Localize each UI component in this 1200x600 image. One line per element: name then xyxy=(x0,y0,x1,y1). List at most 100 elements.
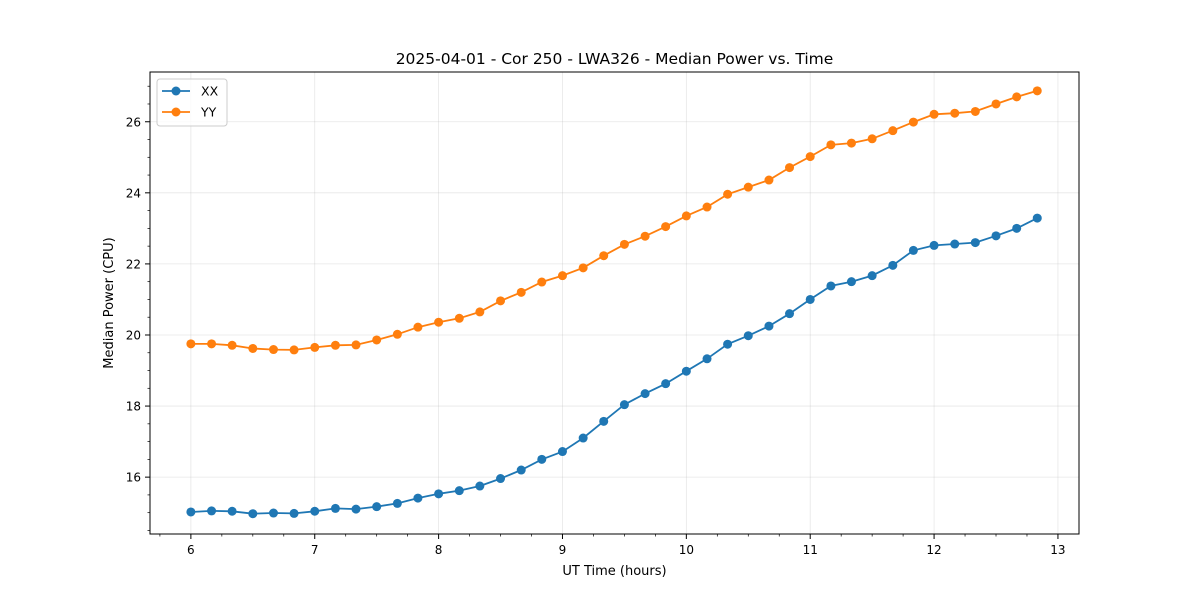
data-point-yy xyxy=(640,231,650,241)
data-point-yy xyxy=(805,152,815,162)
data-point-xx xyxy=(310,506,320,516)
data-point-xx xyxy=(289,508,299,518)
data-point-yy xyxy=(578,263,588,273)
y-axis-label: Median Power (CPU) xyxy=(102,237,117,368)
data-point-xx xyxy=(743,331,753,341)
data-point-xx xyxy=(454,486,464,496)
data-point-yy xyxy=(475,307,485,317)
data-point-xx xyxy=(867,271,877,281)
data-point-xx xyxy=(392,498,402,508)
data-point-xx xyxy=(723,339,733,349)
data-point-xx xyxy=(599,416,609,426)
data-point-yy xyxy=(392,329,402,339)
data-point-yy xyxy=(908,117,918,127)
data-point-xx xyxy=(970,238,980,248)
x-tick-label: 9 xyxy=(559,543,567,557)
data-point-xx xyxy=(413,493,423,503)
data-point-xx xyxy=(661,379,671,389)
data-point-xx xyxy=(248,509,258,519)
data-point-yy xyxy=(248,343,258,353)
data-point-yy xyxy=(599,251,609,261)
y-tick-label: 22 xyxy=(126,257,141,271)
data-point-xx xyxy=(991,231,1001,241)
x-tick-label: 10 xyxy=(679,543,694,557)
data-point-xx xyxy=(475,481,485,491)
data-point-xx xyxy=(929,240,939,250)
plot-frame xyxy=(149,71,1080,535)
data-point-xx xyxy=(888,260,898,270)
data-point-yy xyxy=(330,340,340,350)
x-tick-label: 6 xyxy=(187,543,195,557)
data-point-yy xyxy=(661,222,671,232)
data-point-xx xyxy=(330,503,340,513)
data-point-yy xyxy=(764,175,774,185)
data-point-xx xyxy=(1032,213,1042,223)
data-point-xx xyxy=(557,447,567,457)
legend-marker-xx xyxy=(171,86,181,96)
data-point-xx xyxy=(785,309,795,319)
legend-label-xx: XX xyxy=(201,84,219,99)
y-tick-label: 18 xyxy=(126,400,141,414)
data-point-yy xyxy=(970,106,980,116)
data-point-yy xyxy=(929,109,939,119)
data-point-yy xyxy=(268,345,278,355)
data-point-xx xyxy=(640,389,650,399)
data-point-yy xyxy=(1012,92,1022,102)
data-point-yy xyxy=(537,277,547,287)
data-point-yy xyxy=(950,108,960,118)
y-tick-label: 20 xyxy=(126,328,141,342)
data-point-yy xyxy=(1032,86,1042,96)
data-point-yy xyxy=(888,126,898,136)
data-point-xx xyxy=(1012,223,1022,233)
grid-layer xyxy=(150,72,1079,534)
data-point-yy xyxy=(826,140,836,150)
series-line-xx xyxy=(190,217,1038,515)
x-axis-label: UT Time (hours) xyxy=(562,564,666,579)
data-point-xx xyxy=(186,507,196,517)
data-point-xx xyxy=(537,454,547,464)
data-point-xx xyxy=(207,506,217,516)
data-point-yy xyxy=(434,317,444,327)
data-point-xx xyxy=(351,504,361,514)
x-tick-label: 13 xyxy=(1050,543,1065,557)
data-point-xx xyxy=(516,465,526,475)
data-point-xx xyxy=(846,277,856,287)
legend-label-yy: YY xyxy=(200,105,217,120)
data-point-yy xyxy=(557,271,567,281)
data-point-xx xyxy=(619,400,629,410)
data-point-yy xyxy=(846,138,856,148)
data-point-xx xyxy=(578,433,588,443)
x-tick-label: 12 xyxy=(926,543,941,557)
legend-marker-yy xyxy=(171,107,181,117)
data-point-yy xyxy=(372,335,382,345)
tick-layer: 6 7 8 9 10 11 12 13 16 18 20 22 24 26 xyxy=(126,85,1066,557)
x-tick-label: 11 xyxy=(803,543,818,557)
data-point-xx xyxy=(805,294,815,304)
data-point-yy xyxy=(496,296,506,306)
data-point-xx xyxy=(764,321,774,331)
data-point-yy xyxy=(186,339,196,349)
legend: XX YY xyxy=(156,78,228,127)
data-point-yy xyxy=(310,342,320,352)
data-point-xx xyxy=(496,474,506,484)
data-point-yy xyxy=(413,322,423,332)
series-layer xyxy=(186,86,1042,519)
data-point-yy xyxy=(681,211,691,221)
data-point-yy xyxy=(723,189,733,199)
data-point-yy xyxy=(702,202,712,212)
legend-items: XX YY xyxy=(162,84,219,120)
data-point-yy xyxy=(619,239,629,249)
x-tick-label: 7 xyxy=(311,543,319,557)
data-point-yy xyxy=(351,340,361,350)
data-point-xx xyxy=(681,366,691,376)
data-point-yy xyxy=(227,340,237,350)
data-point-yy xyxy=(785,163,795,173)
data-point-xx xyxy=(434,489,444,499)
data-point-xx xyxy=(268,508,278,518)
data-point-yy xyxy=(289,345,299,355)
data-point-xx xyxy=(826,281,836,291)
chart-title: 2025-04-01 - Cor 250 - LWA326 - Median P… xyxy=(396,50,834,68)
data-point-yy xyxy=(454,313,464,323)
data-point-yy xyxy=(743,182,753,192)
